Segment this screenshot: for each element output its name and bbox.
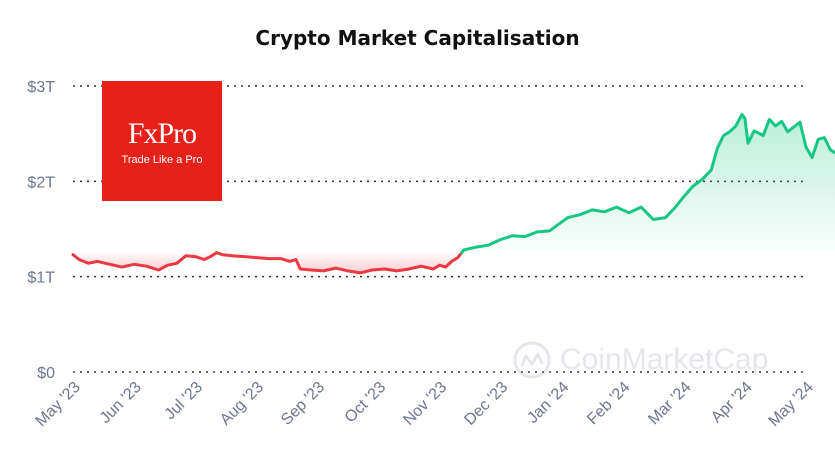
x-tick-label: Jan '24 (524, 379, 572, 427)
x-tick-label: Sep '23 (278, 379, 328, 429)
y-axis-ticks: $0 $1T $2T $3T (27, 79, 55, 382)
x-tick-label: May '24 (766, 379, 817, 430)
area-below-baseline (73, 252, 217, 270)
y-tick-label: $2T (27, 174, 55, 191)
line-layer (71, 113, 835, 275)
watermark-text: CoinMarketCap (560, 343, 769, 376)
y-tick-label: $0 (37, 365, 55, 382)
x-tick-label: Feb '24 (584, 379, 633, 428)
fxpro-logo: FxPro Trade Like a Pro (102, 81, 222, 201)
x-tick-label: Dec '23 (461, 379, 511, 429)
chart-title: Crypto Market Capitalisation (255, 26, 580, 50)
x-tick-label: Jul '23 (162, 379, 206, 423)
x-axis-ticks: May '23 Jun '23 Jul '23 Aug '23 Sep '23 Oct '… (33, 379, 817, 430)
grid-layer (73, 85, 806, 373)
x-tick-label: May '23 (33, 379, 84, 430)
coinmarketcap-icon (513, 341, 551, 379)
x-tick-label: Nov '23 (400, 379, 450, 429)
logo-name: FxPro (127, 117, 197, 150)
area-above-baseline (461, 114, 835, 253)
coinmarketcap-watermark: CoinMarketCap (512, 338, 768, 382)
x-tick-label: Jun '23 (97, 379, 145, 427)
series-line-down (215, 251, 464, 275)
x-tick-label: Aug '23 (217, 379, 267, 429)
series-line-down (71, 251, 218, 272)
x-tick-label: Mar '24 (645, 379, 694, 428)
x-tick-label: Apr '24 (708, 379, 756, 427)
y-tick-label: $1T (27, 270, 55, 287)
x-tick-label: Oct '23 (342, 379, 390, 427)
logo-tagline: Trade Like a Pro (121, 154, 203, 166)
y-tick-label: $3T (27, 79, 55, 96)
series-line-up (460, 113, 835, 255)
